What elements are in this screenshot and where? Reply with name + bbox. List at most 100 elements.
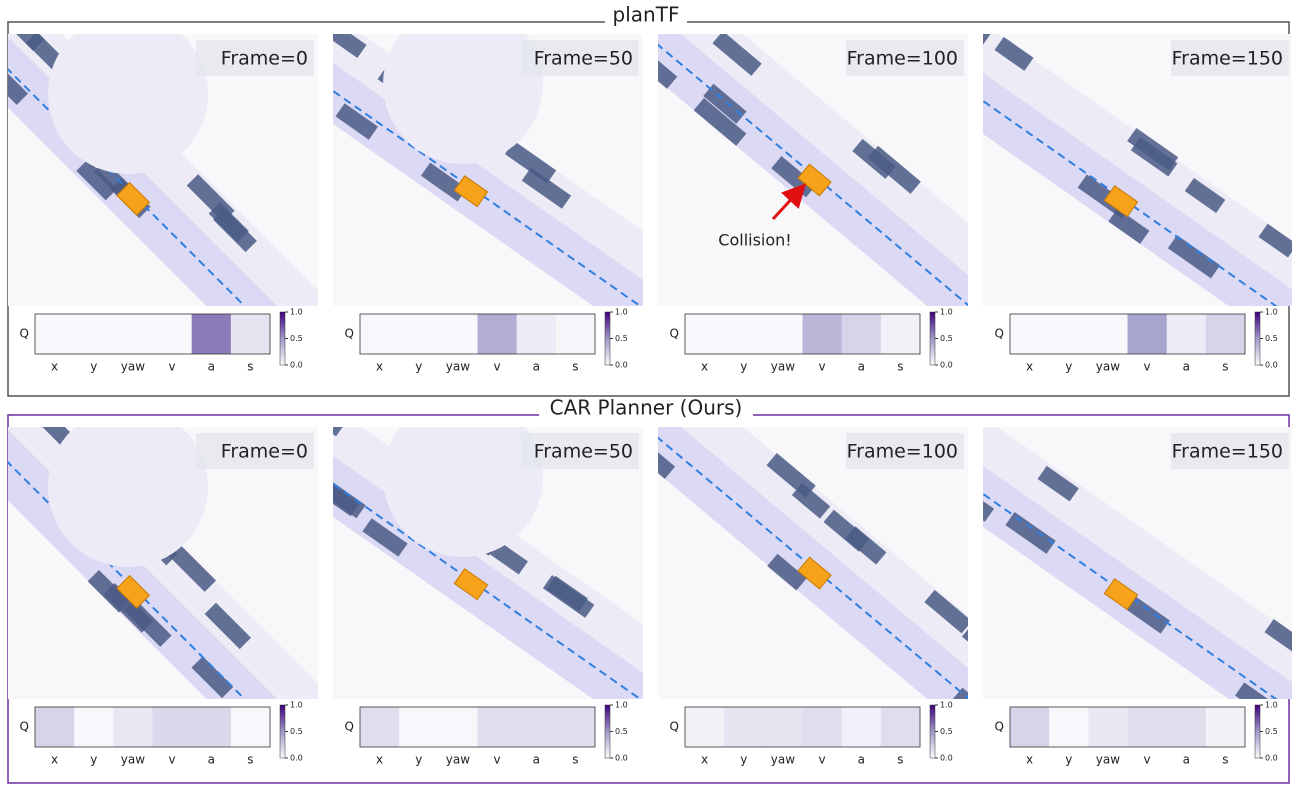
heatmap-cell [438,707,477,747]
frame-label: Frame=100 [847,48,958,70]
frame-label: Frame=50 [534,48,633,70]
heatmap-cell [113,314,152,354]
x-tick-label: v [494,753,501,767]
x-tick-label: s [247,360,253,374]
colorbar-tick-label: 0.5 [290,727,303,736]
heatmap-cell [1167,707,1206,747]
colorbar-tick-label: 0.5 [940,334,953,343]
x-tick-label: s [247,753,253,767]
frame-label: Frame=0 [221,48,308,70]
frame-label: Frame=0 [221,441,308,463]
x-tick-label: s [897,360,903,374]
group-title: CAR Planner (Ours) [550,396,743,420]
heatmap-cell [763,314,802,354]
colorbar-tick-label: 0.5 [1265,727,1278,736]
x-tick-label: x [701,753,708,767]
heatmap-cell [1010,707,1049,747]
colorbar-tick-label: 1.0 [615,308,628,317]
heatmap-cell [724,314,763,354]
heatmap-cell [685,314,724,354]
x-tick-label: y [740,753,747,767]
x-tick-label: v [169,360,176,374]
heatmap-cell [1206,314,1245,354]
heatmap-cell [724,707,763,747]
x-tick-label: x [1026,753,1033,767]
x-tick-label: x [1026,360,1033,374]
x-tick-label: v [1144,753,1151,767]
colorbar-tick-label: 0.0 [615,361,628,370]
heatmap-cell [803,314,842,354]
heatmap-cell [399,707,438,747]
heatmap-cell [478,707,517,747]
heatmap-cell [35,707,74,747]
heatmap-cell [360,314,399,354]
x-tick-label: v [494,360,501,374]
frame-label: Frame=150 [1172,441,1283,463]
colorbar-tick-label: 1.0 [940,701,953,710]
x-tick-label: y [90,753,97,767]
annotation: Collision! [718,231,791,250]
x-tick-label: s [572,360,578,374]
row-label: Q [670,327,679,341]
x-tick-label: a [533,360,540,374]
intersection [383,397,543,557]
heatmap-cell [1167,314,1206,354]
heatmap-cell [1088,707,1127,747]
heatmap-cell [1088,314,1127,354]
row-label: Q [20,720,29,734]
heatmap-cell [1010,314,1049,354]
x-tick-label: v [819,360,826,374]
heatmap-cell [842,314,881,354]
intersection [48,407,208,567]
x-tick-label: yaw [771,360,795,374]
x-tick-label: yaw [1096,360,1120,374]
frame-label: Frame=100 [847,441,958,463]
heatmap-cell [74,314,113,354]
colorbar-tick-label: 0.0 [290,361,303,370]
frame-label: Frame=50 [534,441,633,463]
x-tick-label: v [169,753,176,767]
x-tick-label: x [701,360,708,374]
colorbar-tick-label: 0.0 [615,754,628,763]
x-tick-label: s [1222,360,1228,374]
heatmap-cell [438,314,477,354]
intersection [383,4,543,164]
colorbar [280,312,285,365]
x-tick-label: x [376,360,383,374]
heatmap-cell [153,314,192,354]
heatmap-cell [478,314,517,354]
colorbar-tick-label: 1.0 [940,308,953,317]
row-label: Q [995,327,1004,341]
row-label: Q [670,720,679,734]
colorbar-tick-label: 0.5 [615,334,628,343]
heatmap-cell [763,707,802,747]
x-tick-label: v [819,753,826,767]
colorbar-tick-label: 0.5 [615,727,628,736]
x-tick-label: a [208,753,215,767]
x-tick-label: s [572,753,578,767]
heatmap-cell [1128,314,1167,354]
x-tick-label: a [1183,753,1190,767]
colorbar [605,705,610,758]
x-tick-label: yaw [446,753,470,767]
colorbar [930,312,935,365]
heatmap-cell [685,707,724,747]
heatmap-cell [74,707,113,747]
x-tick-label: y [1065,360,1072,374]
x-tick-label: y [1065,753,1072,767]
colorbar-tick-label: 0.0 [940,754,953,763]
colorbar-tick-label: 1.0 [290,701,303,710]
heatmap-cell [113,707,152,747]
group-title: planTF [613,3,680,27]
heatmap-cell [399,314,438,354]
colorbar [1255,705,1260,758]
heatmap-cell [231,707,270,747]
colorbar-tick-label: 1.0 [1265,701,1278,710]
heatmap-cell [556,314,595,354]
colorbar-tick-label: 0.5 [940,727,953,736]
colorbar-tick-label: 0.5 [1265,334,1278,343]
heatmap-cell [35,314,74,354]
heatmap-cell [1049,707,1088,747]
colorbar [1255,312,1260,365]
heatmap-cell [192,314,231,354]
